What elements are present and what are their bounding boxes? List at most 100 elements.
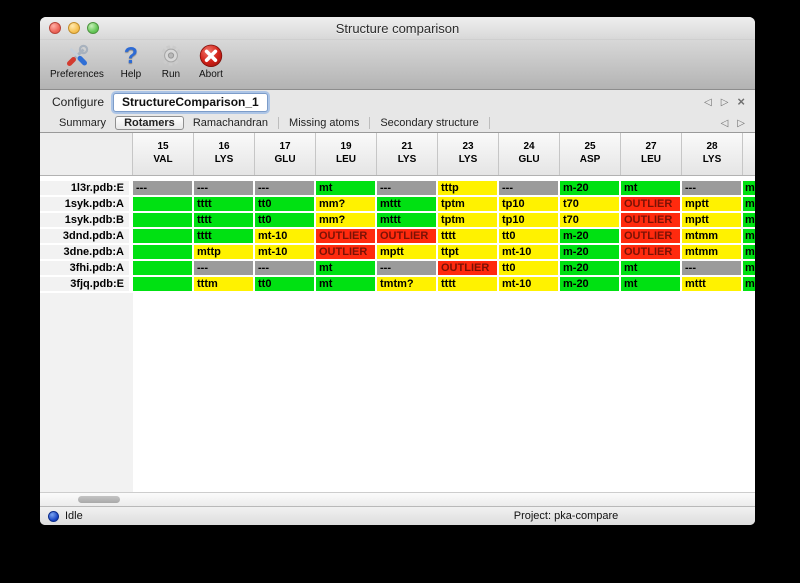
- row-label[interactable]: 3dnd.pdb:A: [40, 229, 129, 243]
- next-configuration-icon[interactable]: ▷: [720, 96, 729, 108]
- rotamer-cell[interactable]: m-20: [560, 229, 619, 243]
- column-header[interactable]: 27 LEU: [621, 133, 682, 175]
- prev-configuration-icon[interactable]: ◁: [704, 96, 712, 108]
- rotamer-cell[interactable]: ---: [377, 181, 436, 195]
- rotamer-cell[interactable]: [133, 229, 192, 243]
- run-button[interactable]: Run: [158, 43, 184, 80]
- rotamer-cell[interactable]: OUTLIER: [621, 229, 680, 243]
- rotamer-cell[interactable]: tmtm?: [377, 277, 436, 291]
- rotamer-cell[interactable]: mt: [621, 181, 680, 195]
- close-configuration-icon[interactable]: ×: [737, 94, 745, 109]
- tab-secondary-structure[interactable]: Secondary structure: [380, 117, 479, 129]
- rotamer-cell[interactable]: tttm: [194, 277, 253, 291]
- tab-ramachandran[interactable]: Ramachandran: [192, 117, 269, 129]
- rotamer-cell[interactable]: tptm: [438, 197, 497, 211]
- rotamer-cell[interactable]: tp10: [499, 197, 558, 211]
- rotamer-cell[interactable]: ---: [682, 181, 741, 195]
- rotamer-cell[interactable]: mttt: [377, 213, 436, 227]
- rotamer-cell[interactable]: ---: [133, 181, 192, 195]
- rotamer-cell[interactable]: ---: [377, 261, 436, 275]
- rotamer-cell[interactable]: ttpt: [438, 245, 497, 259]
- title-bar[interactable]: Structure comparison: [40, 17, 755, 40]
- zoom-window-button[interactable]: [87, 22, 99, 34]
- rotamer-cell[interactable]: t70: [560, 197, 619, 211]
- rotamer-cell[interactable]: tt0: [255, 277, 314, 291]
- rotamer-cell[interactable]: t70: [560, 213, 619, 227]
- row-label[interactable]: 1syk.pdb:B: [40, 213, 129, 227]
- rotamer-cell[interactable]: mttp: [194, 245, 253, 259]
- rotamer-cell[interactable]: [133, 245, 192, 259]
- next-tab-icon[interactable]: ▷: [737, 117, 745, 129]
- abort-button[interactable]: Abort: [198, 43, 224, 80]
- column-header[interactable]: 24 GLU: [499, 133, 560, 175]
- column-header[interactable]: 16 LYS: [194, 133, 255, 175]
- rotamer-cell[interactable]: ---: [682, 261, 741, 275]
- rotamer-cell[interactable]: ---: [194, 181, 253, 195]
- scrollbar-thumb[interactable]: [78, 496, 120, 503]
- rotamer-cell[interactable]: tt0: [499, 229, 558, 243]
- rotamer-cell[interactable]: tttt: [194, 197, 253, 211]
- configuration-name-field[interactable]: StructureComparison_1: [113, 92, 268, 112]
- rotamer-cell[interactable]: mptt: [377, 245, 436, 259]
- rotamer-cell[interactable]: mt: [316, 277, 375, 291]
- column-header[interactable]: 17 GLU: [255, 133, 316, 175]
- rotamer-cell[interactable]: mt: [316, 181, 375, 195]
- rotamer-cell[interactable]: tttt: [438, 277, 497, 291]
- tab-summary[interactable]: Summary: [59, 117, 107, 129]
- rotamer-cell[interactable]: tt0: [499, 261, 558, 275]
- rotamer-cell[interactable]: ---: [194, 261, 253, 275]
- row-label[interactable]: 3fjq.pdb:E: [40, 277, 129, 291]
- column-header[interactable]: 28 LYS: [682, 133, 743, 175]
- rotamer-cell[interactable]: tptm: [438, 213, 497, 227]
- rotamer-cell[interactable]: OUTLIER: [621, 197, 680, 211]
- column-header[interactable]: 19 LEU: [316, 133, 377, 175]
- rotamer-cell[interactable]: tttt: [438, 229, 497, 243]
- tab-missing-atoms[interactable]: Missing atoms: [289, 117, 360, 129]
- rotamer-cell[interactable]: tp10: [499, 213, 558, 227]
- rotamer-cell[interactable]: mm?: [316, 213, 375, 227]
- rotamer-cell[interactable]: ---: [255, 261, 314, 275]
- rotamer-cell[interactable]: mt: [316, 261, 375, 275]
- rotamer-cell[interactable]: m-20: [560, 181, 619, 195]
- rotamer-cell[interactable]: mptt: [682, 213, 741, 227]
- help-button[interactable]: ? Help: [118, 43, 144, 81]
- rotamer-cell[interactable]: OUTLIER: [438, 261, 497, 275]
- column-header[interactable]: 21 LYS: [377, 133, 438, 175]
- row-label[interactable]: 1syk.pdb:A: [40, 197, 129, 211]
- rotamer-cell[interactable]: [133, 261, 192, 275]
- column-header[interactable]: 25 ASP: [560, 133, 621, 175]
- rotamer-cell[interactable]: m-20: [560, 245, 619, 259]
- rotamer-cell[interactable]: OUTLIER: [377, 229, 436, 243]
- rotamer-cell[interactable]: OUTLIER: [316, 229, 375, 243]
- row-label[interactable]: 3dne.pdb:A: [40, 245, 129, 259]
- rotamer-cell[interactable]: mptt: [682, 197, 741, 211]
- prev-tab-icon[interactable]: ◁: [720, 117, 729, 129]
- rotamer-cell[interactable]: mt-10: [499, 277, 558, 291]
- rotamer-cell[interactable]: mt-10: [255, 229, 314, 243]
- rotamer-cell[interactable]: OUTLIER: [621, 213, 680, 227]
- rotamer-cell[interactable]: mtmm: [682, 229, 741, 243]
- rotamer-cell[interactable]: ---: [499, 181, 558, 195]
- rotamer-cell[interactable]: mt: [621, 277, 680, 291]
- rotamer-cell[interactable]: m-20: [560, 277, 619, 291]
- rotamer-cell[interactable]: [133, 213, 192, 227]
- rotamer-cell[interactable]: mttt: [682, 277, 741, 291]
- preferences-button[interactable]: Preferences: [50, 43, 104, 80]
- row-label[interactable]: 3fhi.pdb:A: [40, 261, 129, 275]
- row-label[interactable]: 1l3r.pdb:E: [40, 181, 129, 195]
- rotamer-cell[interactable]: mt-10: [499, 245, 558, 259]
- rotamer-cell[interactable]: mttt: [377, 197, 436, 211]
- tab-rotamers[interactable]: Rotamers: [115, 116, 184, 130]
- rotamer-cell[interactable]: mm?: [316, 197, 375, 211]
- minimize-window-button[interactable]: [68, 22, 80, 34]
- rotamer-cell[interactable]: mt-10: [255, 245, 314, 259]
- rotamer-cell[interactable]: [133, 197, 192, 211]
- rotamer-cell[interactable]: OUTLIER: [316, 245, 375, 259]
- rotamer-cell[interactable]: mtmm: [682, 245, 741, 259]
- column-header[interactable]: 15 VAL: [133, 133, 194, 175]
- rotamer-cell[interactable]: m-20: [560, 261, 619, 275]
- rotamer-cell[interactable]: OUTLIER: [621, 245, 680, 259]
- horizontal-scrollbar[interactable]: [40, 492, 755, 506]
- column-header[interactable]: 23 LYS: [438, 133, 499, 175]
- rotamer-cell[interactable]: mt: [621, 261, 680, 275]
